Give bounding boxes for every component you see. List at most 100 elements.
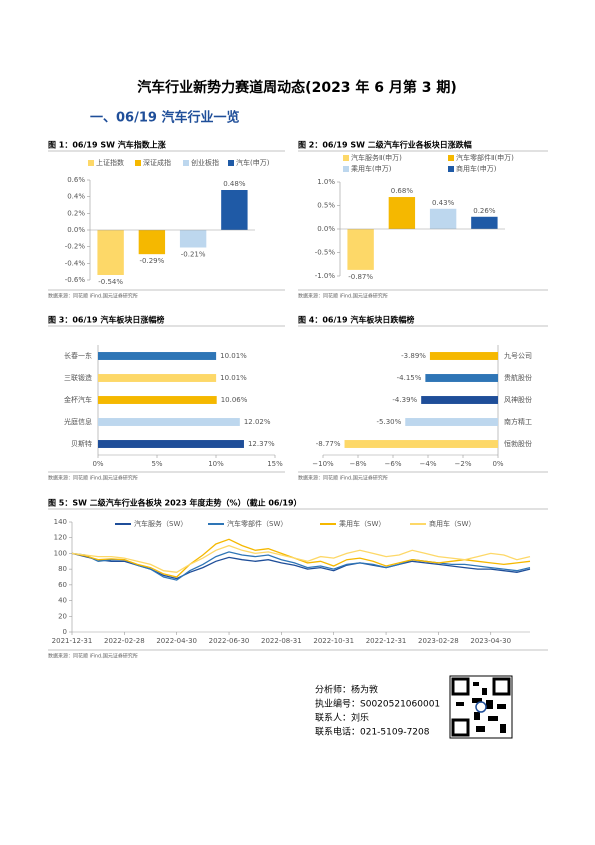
- y-tick-label: -0.6%: [65, 276, 86, 284]
- figure-title: 图 3：06/19 汽车板块日涨幅榜: [48, 315, 164, 325]
- legend-label: 上证指数: [96, 158, 124, 167]
- y-tick-label: 0.6%: [67, 176, 85, 184]
- legend-label: 汽车零部件Ⅱ(申万): [456, 153, 514, 162]
- value-label: 10.01%: [220, 352, 247, 360]
- value-label: 0.43%: [432, 199, 455, 207]
- figure-source: 数据来源：同花顺 iFind,国元证券研究所: [48, 653, 138, 660]
- figure-source: 数据来源：同花顺 iFind,国元证券研究所: [298, 293, 388, 300]
- figure-source: 数据来源：同花顺 iFind,国元证券研究所: [298, 475, 388, 482]
- value-label: 12.02%: [244, 418, 271, 426]
- legend-swatch: [88, 160, 94, 166]
- value-label: 10.06%: [221, 396, 248, 404]
- x-tick-label: −10%: [312, 460, 334, 468]
- x-tick-label: 0%: [92, 460, 103, 468]
- x-tick-label: −6%: [385, 460, 402, 468]
- category-label: 九号公司: [504, 351, 532, 360]
- y-tick-label: 0.2%: [67, 209, 85, 217]
- value-label: -4.15%: [397, 374, 422, 382]
- bar: [98, 352, 217, 360]
- figure-source: 数据来源：同花顺 iFind,国元证券研究所: [48, 475, 138, 482]
- y-tick-label: -1.0%: [315, 272, 336, 280]
- legend-label: 汽车零部件（SW）: [227, 519, 287, 528]
- x-tick-label: 2022-10-31: [313, 637, 354, 645]
- y-tick-label: 20: [58, 612, 67, 620]
- bar: [425, 374, 498, 382]
- footer-license: 执业编号：S0020521060001: [315, 698, 440, 710]
- value-label: -0.29%: [139, 257, 164, 265]
- value-label: 12.37%: [248, 440, 275, 448]
- y-tick-label: -0.5%: [315, 249, 336, 257]
- series-line: [71, 551, 531, 581]
- qr-code: [449, 675, 513, 739]
- legend-swatch: [343, 155, 349, 161]
- figure-source: 数据来源：同花顺 iFind,国元证券研究所: [48, 293, 138, 300]
- bar: [138, 230, 166, 255]
- figure-title: 图 1：06/19 SW 汽车指数上涨: [48, 140, 166, 150]
- figure-title: 图 4：06/19 汽车板块日跌幅榜: [298, 315, 414, 325]
- bar: [471, 216, 498, 229]
- legend-label: 商用车(申万): [456, 164, 497, 173]
- value-label: 0.26%: [473, 207, 496, 215]
- bar: [405, 418, 498, 426]
- y-tick-label: 0.0%: [67, 226, 85, 234]
- section-heading: 一、06/19 汽车行业一览: [90, 110, 239, 126]
- x-tick-label: 2021-12-31: [52, 637, 93, 645]
- bar: [221, 190, 248, 230]
- legend-swatch: [228, 160, 234, 166]
- legend-label: 汽车服务（SW）: [134, 519, 187, 528]
- bar: [429, 352, 498, 360]
- category-label: 长春一东: [64, 351, 92, 360]
- legend-label: 创业板指: [191, 158, 219, 167]
- x-tick-label: 2022-08-31: [261, 637, 302, 645]
- legend-swatch: [448, 166, 454, 172]
- category-label: 南方精工: [504, 417, 532, 426]
- category-label: 光庭信息: [64, 417, 92, 426]
- legend-swatch: [448, 155, 454, 161]
- legend-swatch: [183, 160, 189, 166]
- value-label: 0.48%: [223, 180, 246, 188]
- legend-label: 汽车(申万): [236, 158, 270, 167]
- value-label: -5.30%: [376, 418, 401, 426]
- x-tick-label: 2022-02-28: [104, 637, 145, 645]
- y-tick-label: 40: [58, 597, 67, 605]
- y-tick-label: 120: [54, 534, 67, 542]
- x-tick-label: 15%: [267, 460, 283, 468]
- x-tick-label: 2023-04-30: [470, 637, 511, 645]
- x-tick-label: −4%: [420, 460, 437, 468]
- value-label: -3.89%: [401, 352, 426, 360]
- x-tick-label: −2%: [455, 460, 472, 468]
- series-line: [71, 538, 531, 578]
- footer-phone: 联系电话：021-5109-7208: [315, 726, 430, 738]
- category-label: 恒勃股份: [504, 439, 532, 448]
- value-label: 10.01%: [220, 374, 247, 382]
- x-tick-label: 10%: [208, 460, 224, 468]
- y-tick-label: 0.0%: [317, 225, 335, 233]
- footer-analyst: 分析师：杨为敩: [315, 684, 378, 696]
- series-line: [71, 544, 531, 573]
- x-tick-label: 5%: [151, 460, 162, 468]
- bar: [347, 229, 374, 270]
- bar: [421, 396, 498, 404]
- y-tick-label: 100: [54, 549, 67, 557]
- value-label: -8.77%: [316, 440, 341, 448]
- bar: [98, 418, 240, 426]
- y-tick-label: 60: [58, 581, 67, 589]
- y-tick-label: -0.2%: [65, 243, 86, 251]
- category-label: 金杯汽车: [64, 395, 92, 404]
- y-tick-label: 80: [58, 565, 67, 573]
- category-label: 三联锻造: [64, 373, 92, 382]
- category-label: 风神股份: [504, 395, 532, 404]
- value-label: -4.39%: [392, 396, 417, 404]
- bar: [429, 208, 457, 229]
- y-tick-label: 140: [54, 518, 67, 526]
- bar: [97, 230, 124, 275]
- y-tick-label: 0.4%: [67, 193, 85, 201]
- y-tick-label: 1.0%: [317, 178, 335, 186]
- category-label: 贝斯特: [71, 439, 92, 448]
- legend-label: 乘用车（SW）: [339, 519, 385, 528]
- x-tick-label: 2022-04-30: [156, 637, 197, 645]
- x-tick-label: 2023-02-28: [418, 637, 459, 645]
- legend-label: 商用车（SW）: [429, 519, 475, 528]
